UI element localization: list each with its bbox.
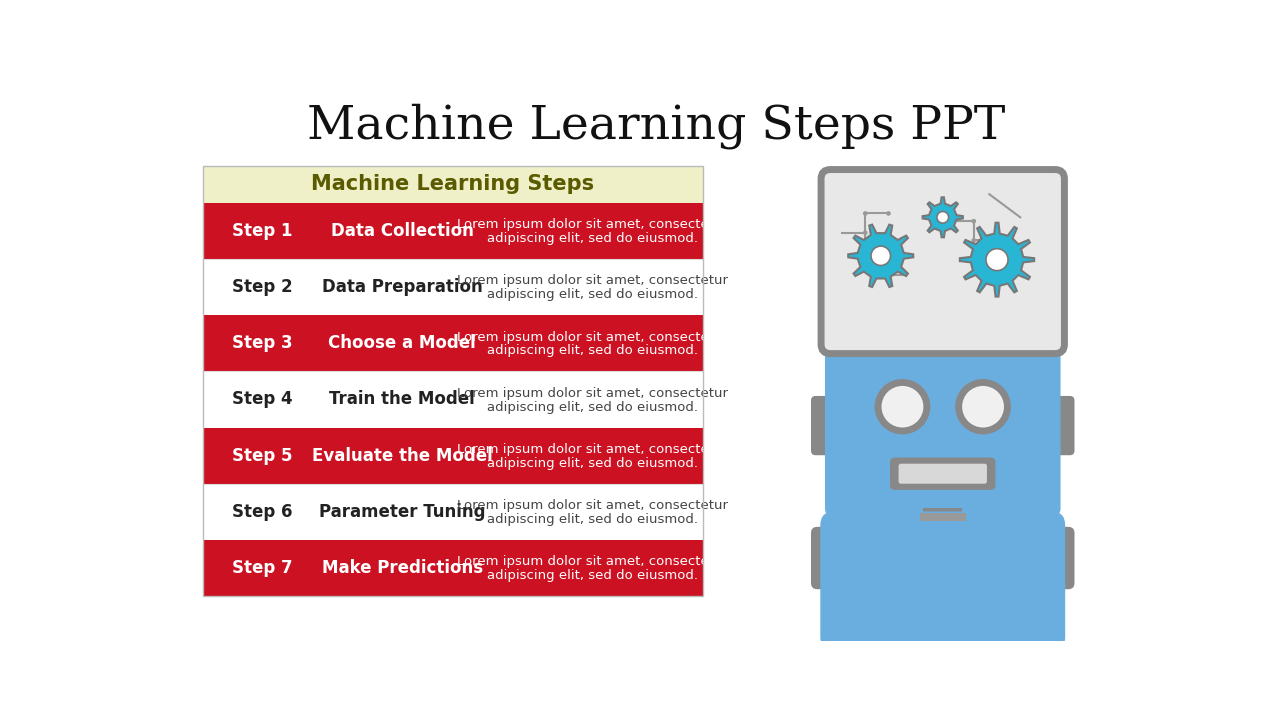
Text: adipiscing elit, sed do eiusmod.: adipiscing elit, sed do eiusmod. — [486, 570, 698, 582]
Text: adipiscing elit, sed do eiusmod.: adipiscing elit, sed do eiusmod. — [486, 344, 698, 357]
Bar — [202, 315, 703, 372]
Bar — [202, 166, 703, 596]
Text: Lorem ipsum dolor sit amet, consectetur: Lorem ipsum dolor sit amet, consectetur — [457, 274, 727, 287]
Text: Step 5: Step 5 — [233, 446, 293, 464]
Bar — [919, 513, 966, 521]
Circle shape — [963, 386, 1004, 428]
Text: Train the Model: Train the Model — [329, 390, 475, 408]
Bar — [202, 484, 703, 540]
Circle shape — [972, 261, 977, 266]
Circle shape — [955, 379, 1011, 434]
Circle shape — [874, 379, 931, 434]
FancyBboxPatch shape — [899, 464, 987, 484]
Bar — [202, 259, 703, 315]
Bar — [202, 372, 703, 428]
Bar — [202, 202, 703, 259]
Circle shape — [863, 230, 868, 235]
Circle shape — [972, 238, 977, 243]
Text: Parameter Tuning: Parameter Tuning — [319, 503, 485, 521]
Text: Lorem ipsum dolor sit amet, consectetur: Lorem ipsum dolor sit amet, consectetur — [457, 387, 727, 400]
Text: adipiscing elit, sed do eiusmod.: adipiscing elit, sed do eiusmod. — [486, 513, 698, 526]
FancyBboxPatch shape — [824, 331, 1061, 516]
Text: Evaluate the Model: Evaluate the Model — [312, 446, 493, 464]
Text: Lorem ipsum dolor sit amet, consectetur: Lorem ipsum dolor sit amet, consectetur — [457, 443, 727, 456]
Text: Machine Learning Steps: Machine Learning Steps — [311, 174, 594, 194]
FancyBboxPatch shape — [820, 169, 1065, 354]
Bar — [202, 540, 703, 596]
Text: Data Preparation: Data Preparation — [321, 278, 483, 296]
Text: Step 7: Step 7 — [233, 559, 293, 577]
Text: Step 4: Step 4 — [233, 390, 293, 408]
Text: Step 3: Step 3 — [233, 334, 293, 352]
Text: Lorem ipsum dolor sit amet, consectetur: Lorem ipsum dolor sit amet, consectetur — [457, 555, 727, 568]
Polygon shape — [923, 197, 963, 238]
FancyBboxPatch shape — [1047, 527, 1074, 589]
Text: adipiscing elit, sed do eiusmod.: adipiscing elit, sed do eiusmod. — [486, 232, 698, 245]
Bar — [202, 428, 703, 484]
Circle shape — [882, 273, 887, 277]
Circle shape — [886, 211, 891, 216]
Text: adipiscing elit, sed do eiusmod.: adipiscing elit, sed do eiusmod. — [486, 288, 698, 301]
Circle shape — [882, 386, 923, 428]
Polygon shape — [960, 222, 1034, 297]
Text: Step 1: Step 1 — [233, 222, 293, 240]
Circle shape — [986, 248, 1009, 271]
Circle shape — [972, 219, 977, 223]
FancyBboxPatch shape — [890, 457, 996, 490]
Polygon shape — [849, 225, 913, 287]
Text: Choose a Model: Choose a Model — [328, 334, 476, 352]
Text: Machine Learning Steps PPT: Machine Learning Steps PPT — [307, 104, 1005, 149]
Circle shape — [882, 253, 887, 258]
Text: Lorem ipsum dolor sit amet, consectetur: Lorem ipsum dolor sit amet, consectetur — [457, 499, 727, 512]
FancyBboxPatch shape — [812, 396, 836, 455]
Circle shape — [937, 212, 948, 223]
Text: Lorem ipsum dolor sit amet, consectetur: Lorem ipsum dolor sit amet, consectetur — [457, 218, 727, 231]
Text: Make Predictions: Make Predictions — [321, 559, 483, 577]
Circle shape — [863, 253, 868, 258]
FancyBboxPatch shape — [812, 527, 838, 589]
FancyBboxPatch shape — [1050, 396, 1074, 455]
Bar — [923, 508, 963, 526]
Text: Lorem ipsum dolor sit amet, consectetur: Lorem ipsum dolor sit amet, consectetur — [457, 330, 727, 343]
Circle shape — [870, 246, 891, 266]
Text: Step 6: Step 6 — [233, 503, 293, 521]
Bar — [202, 166, 703, 202]
Text: adipiscing elit, sed do eiusmod.: adipiscing elit, sed do eiusmod. — [486, 400, 698, 413]
Bar — [835, 333, 1051, 346]
Circle shape — [863, 211, 868, 216]
Circle shape — [998, 238, 1004, 243]
Text: adipiscing elit, sed do eiusmod.: adipiscing elit, sed do eiusmod. — [486, 456, 698, 470]
Text: Step 2: Step 2 — [233, 278, 293, 296]
FancyBboxPatch shape — [820, 511, 1065, 651]
Text: Data Collection: Data Collection — [330, 222, 474, 240]
